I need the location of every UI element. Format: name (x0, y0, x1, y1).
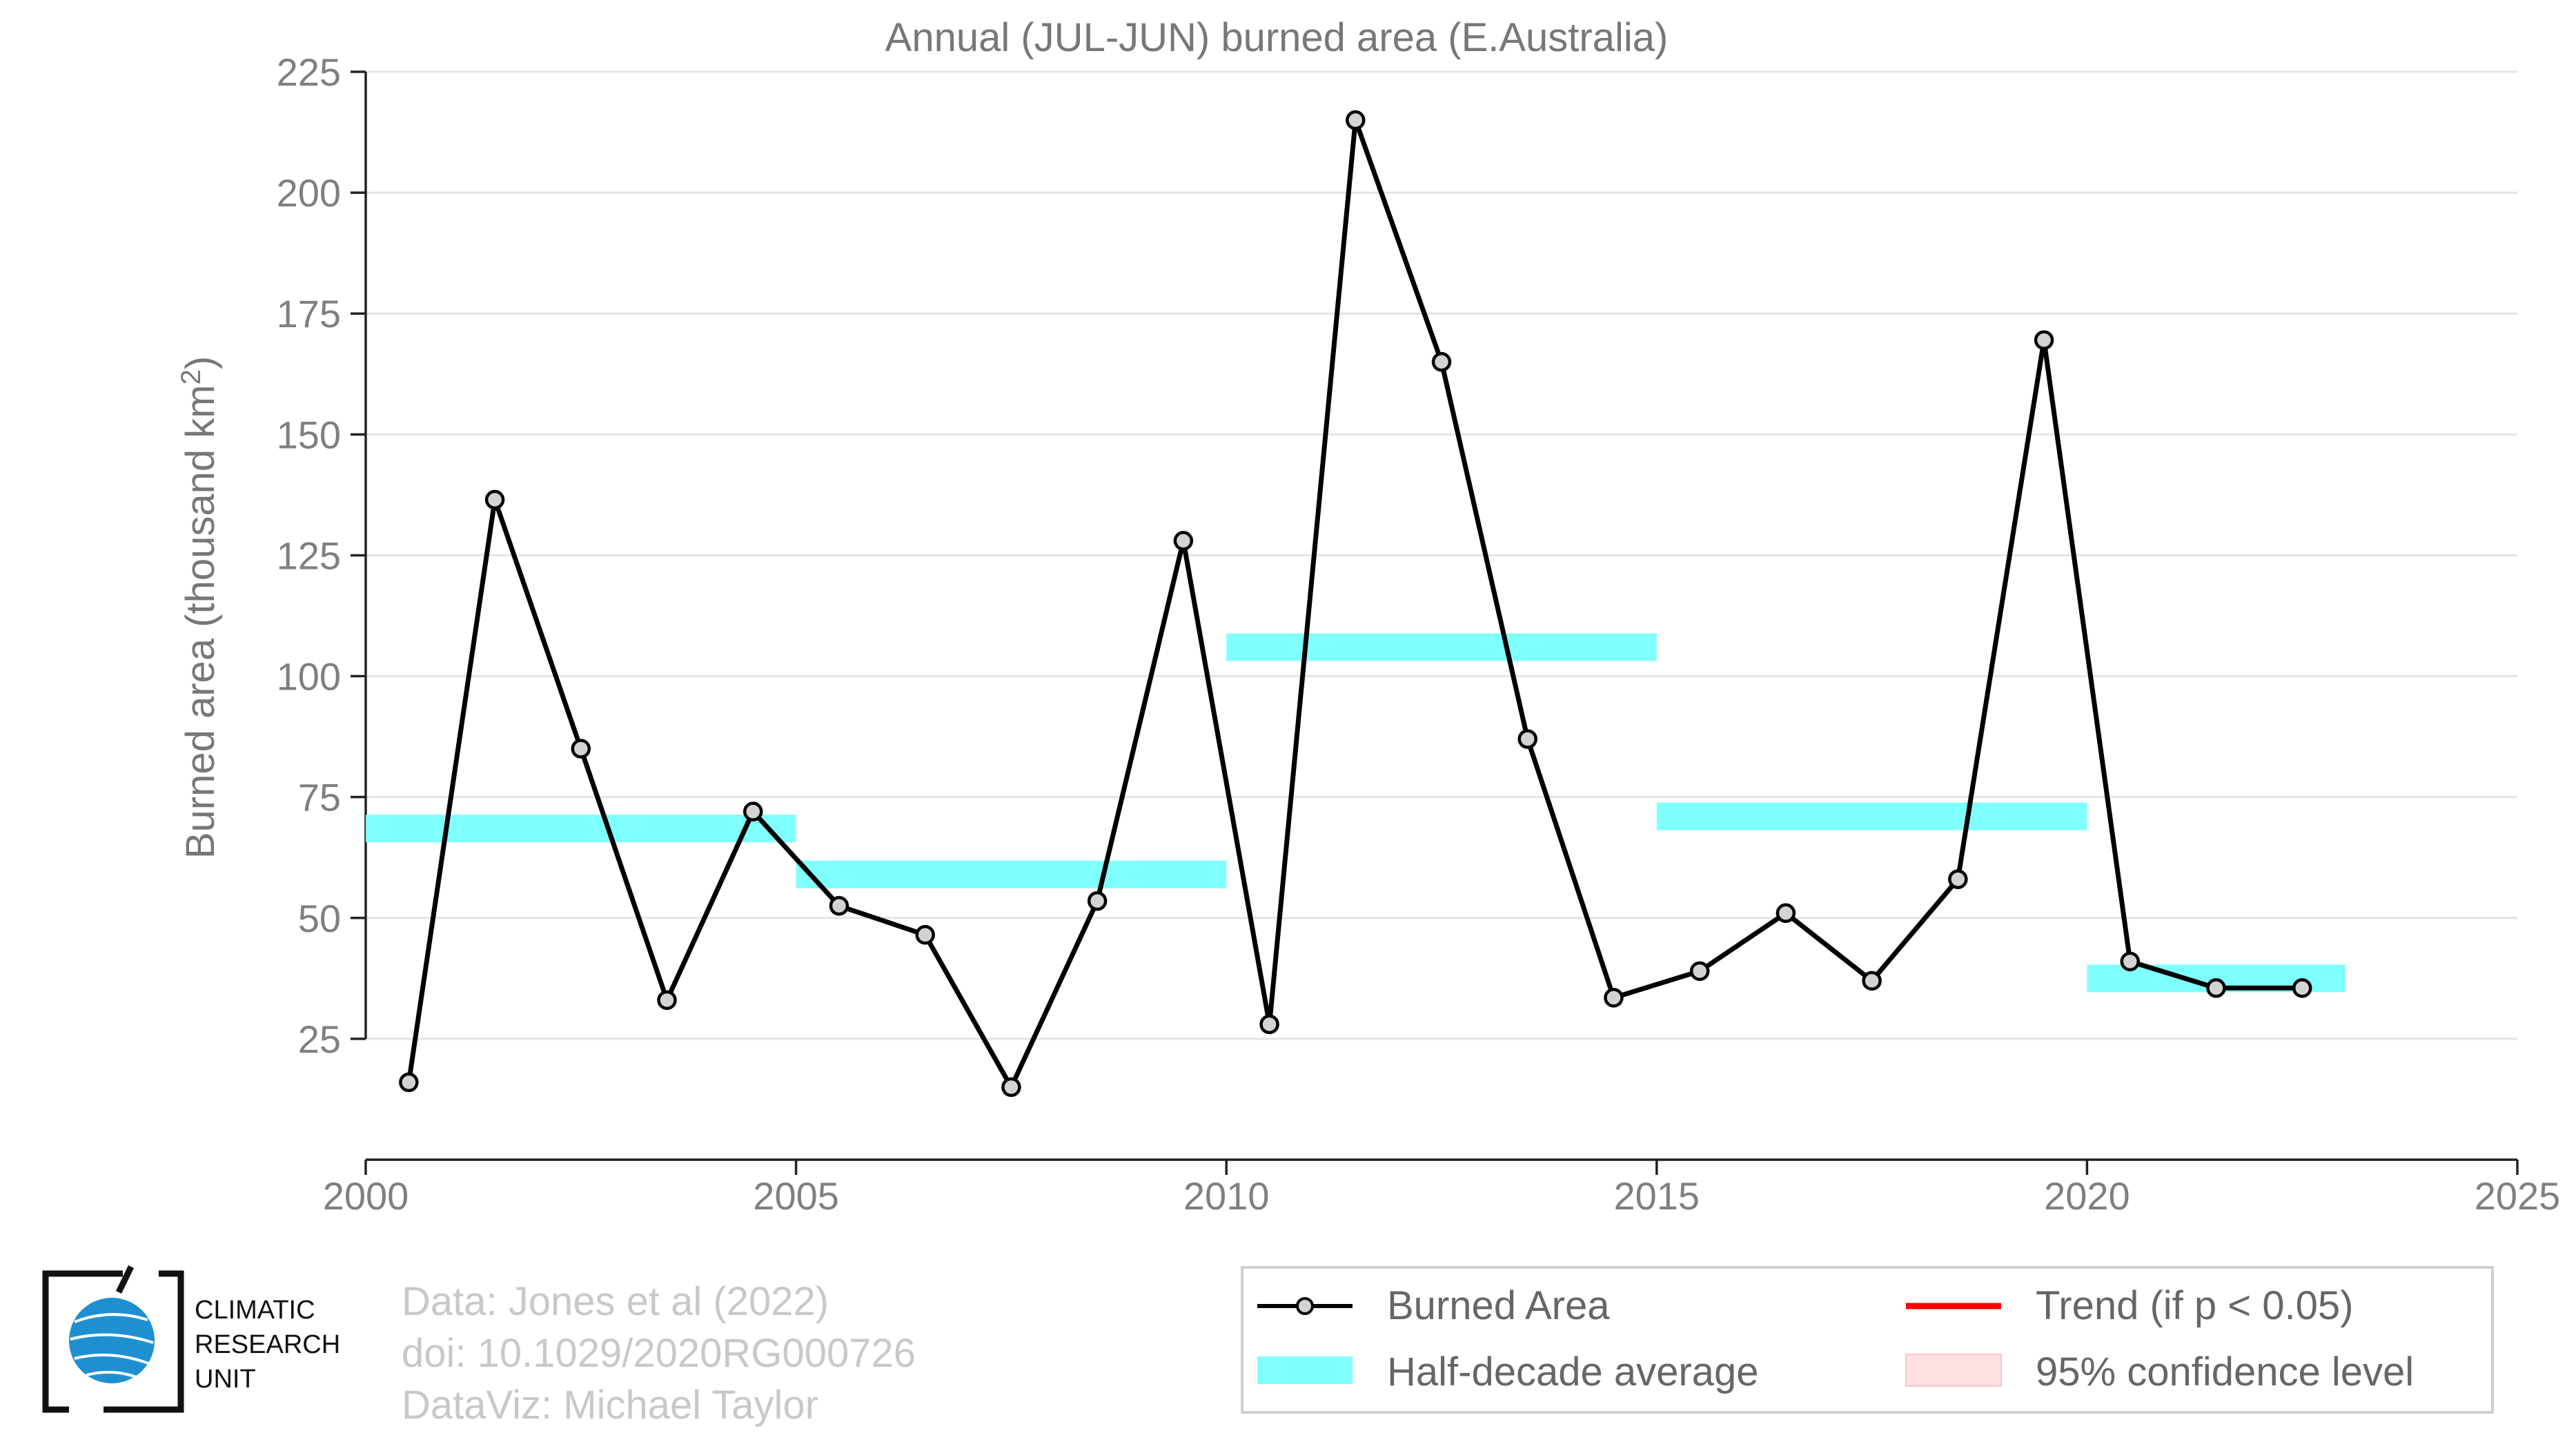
data-point-14 (1517, 729, 1537, 749)
data-point-23 (2292, 978, 2312, 998)
legend-swatch-burned-area-marker (1296, 1297, 1314, 1315)
data-point-21 (2120, 951, 2141, 972)
logo-bracket-right (104, 1270, 184, 1413)
y-tick-label-7: 200 (277, 171, 341, 215)
y-axis-title-superscript: 2 (176, 369, 206, 384)
gridlines (366, 70, 2517, 1040)
y-tick-label-3: 100 (277, 655, 341, 699)
half-decade-bar-0 (366, 815, 796, 843)
data-point-6 (829, 896, 849, 916)
data-point-8 (1001, 1077, 1021, 1098)
y-tick-label-6: 175 (277, 292, 341, 335)
logo-globe-icon (69, 1298, 155, 1383)
x-tick-label-5: 2025 (2475, 1174, 2561, 1218)
x-tick-label-1: 2005 (753, 1174, 839, 1218)
cru-logo: CLIMATIC RESEARCH UNIT (42, 1265, 340, 1413)
burned-area-series (399, 110, 2312, 1098)
data-point-17 (1776, 903, 1796, 924)
x-axis: 2000 2005 2010 2015 2020 2025 (323, 1158, 2561, 1218)
data-point-2 (484, 489, 505, 510)
y-axis-title-main: Burned area (thousand km (178, 384, 223, 859)
credit-data: Data: Jones et al (2022) (402, 1279, 829, 1324)
logo-bracket-left (42, 1270, 123, 1413)
data-point-7 (915, 925, 935, 945)
legend-label-trend: Trend (if p < 0.05) (2036, 1283, 2353, 1328)
data-point-10 (1173, 531, 1194, 551)
credit-dataviz: DataViz: Michael Taylor (402, 1383, 818, 1428)
burned-area-line (406, 117, 2303, 1090)
legend: Burned Area Half-decade average Trend (i… (1241, 1266, 2494, 1414)
x-tick-label-3: 2015 (1614, 1174, 1700, 1218)
y-tick-label-5: 150 (277, 413, 341, 456)
data-point-4 (657, 990, 677, 1011)
legend-frame (1241, 1266, 2494, 1414)
data-point-22 (2206, 978, 2226, 998)
data-point-11 (1259, 1014, 1279, 1035)
data-point-5 (743, 801, 763, 821)
logo-globe-lines (70, 1313, 154, 1379)
x-tick-label-2: 2010 (1183, 1174, 1270, 1218)
half-decade-bar-3 (1656, 802, 2087, 830)
data-point-1 (399, 1072, 419, 1093)
half-decade-bar-2 (1226, 633, 1657, 661)
y-tick-label-4: 125 (277, 534, 341, 577)
legend-label-confidence: 95% confidence level (2036, 1350, 2414, 1394)
data-point-18 (1862, 971, 1882, 991)
logo-text-climatic: CLIMATIC (195, 1296, 315, 1325)
data-point-20 (2034, 330, 2054, 350)
y-tick-label-2: 75 (298, 776, 341, 819)
x-tick-label-4: 2020 (2044, 1174, 2130, 1218)
logo-text-research: RESEARCH (195, 1330, 340, 1359)
legend-label-half-decade: Half-decade average (1387, 1350, 1758, 1394)
data-point-12 (1346, 110, 1366, 130)
half-decade-average-bars (366, 633, 2346, 993)
y-axis: 25 50 75 100 125 150 175 200 225 (277, 50, 367, 1061)
legend-swatch-half-decade (1257, 1356, 1353, 1384)
y-tick-label-8: 225 (277, 50, 341, 94)
logo-slash (115, 1265, 135, 1294)
logo-text-unit: UNIT (195, 1365, 256, 1394)
credit-doi: doi: 10.1029/2020RG000726 (402, 1331, 916, 1376)
data-point-3 (571, 739, 591, 759)
legend-swatch-confidence (1905, 1354, 2002, 1387)
data-point-9 (1087, 891, 1108, 911)
y-tick-label-1: 50 (298, 897, 341, 940)
y-axis-title-end: ) (178, 356, 223, 369)
legend-label-burned-area: Burned Area (1387, 1283, 1610, 1328)
data-point-16 (1689, 961, 1710, 982)
half-decade-bar-1 (796, 860, 1227, 888)
data-point-13 (1431, 352, 1452, 372)
y-axis-title: Burned area (thousand km2) (176, 356, 223, 859)
y-tick-label-0: 25 (298, 1017, 341, 1061)
chart-title: Annual (JUL-JUN) burned area (E.Australi… (885, 15, 1669, 60)
data-point-15 (1604, 988, 1624, 1008)
x-tick-label-0: 2000 (323, 1174, 409, 1218)
data-point-19 (1948, 869, 1968, 889)
